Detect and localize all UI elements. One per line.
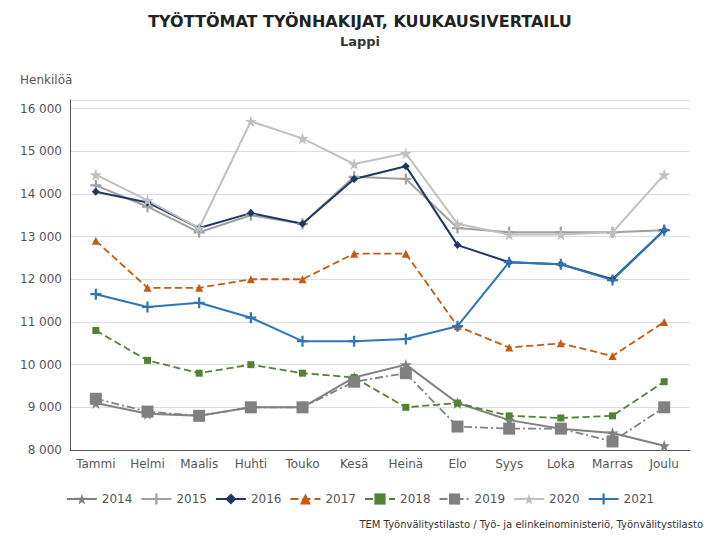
svg-text:13 000: 13 000 bbox=[20, 230, 62, 244]
svg-text:12 000: 12 000 bbox=[20, 272, 62, 286]
svg-text:16 000: 16 000 bbox=[20, 102, 62, 116]
svg-text:9 000: 9 000 bbox=[28, 400, 62, 414]
svg-text:Henkilöä: Henkilöä bbox=[20, 73, 72, 87]
svg-text:2017: 2017 bbox=[325, 492, 356, 506]
svg-text:Marras: Marras bbox=[592, 457, 633, 471]
svg-text:10 000: 10 000 bbox=[20, 358, 62, 372]
svg-text:2020: 2020 bbox=[549, 492, 580, 506]
svg-text:TEM Työnvälitystilasto / Työ-: TEM Työnvälitystilasto / Työ- ja elinkei… bbox=[358, 519, 703, 530]
svg-text:TYÖTTÖMAT TYÖNHAKIJAT, KUUKAUS: TYÖTTÖMAT TYÖNHAKIJAT, KUUKAUSIVERTAILU bbox=[148, 12, 572, 31]
svg-text:2021: 2021 bbox=[624, 492, 655, 506]
svg-text:Heinä: Heinä bbox=[388, 457, 423, 471]
svg-text:Loka: Loka bbox=[547, 457, 575, 471]
svg-text:Helmi: Helmi bbox=[130, 457, 165, 471]
svg-text:Kesä: Kesä bbox=[340, 457, 368, 471]
svg-text:Syys: Syys bbox=[495, 457, 523, 471]
svg-text:8 000: 8 000 bbox=[28, 443, 62, 457]
svg-text:14 000: 14 000 bbox=[20, 187, 62, 201]
svg-text:2018: 2018 bbox=[400, 492, 431, 506]
svg-text:Touko: Touko bbox=[284, 457, 319, 471]
svg-text:Joulu: Joulu bbox=[648, 457, 678, 471]
svg-text:2016: 2016 bbox=[251, 492, 282, 506]
svg-text:Tammi: Tammi bbox=[75, 457, 115, 471]
svg-text:2019: 2019 bbox=[475, 492, 506, 506]
svg-text:Elo: Elo bbox=[448, 457, 466, 471]
svg-text:Maalis: Maalis bbox=[180, 457, 218, 471]
svg-text:Huhti: Huhti bbox=[235, 457, 267, 471]
svg-text:15 000: 15 000 bbox=[20, 144, 62, 158]
svg-text:2014: 2014 bbox=[102, 492, 133, 506]
svg-text:2015: 2015 bbox=[176, 492, 207, 506]
svg-text:Lappi: Lappi bbox=[340, 34, 380, 49]
svg-text:11 000: 11 000 bbox=[20, 315, 62, 329]
